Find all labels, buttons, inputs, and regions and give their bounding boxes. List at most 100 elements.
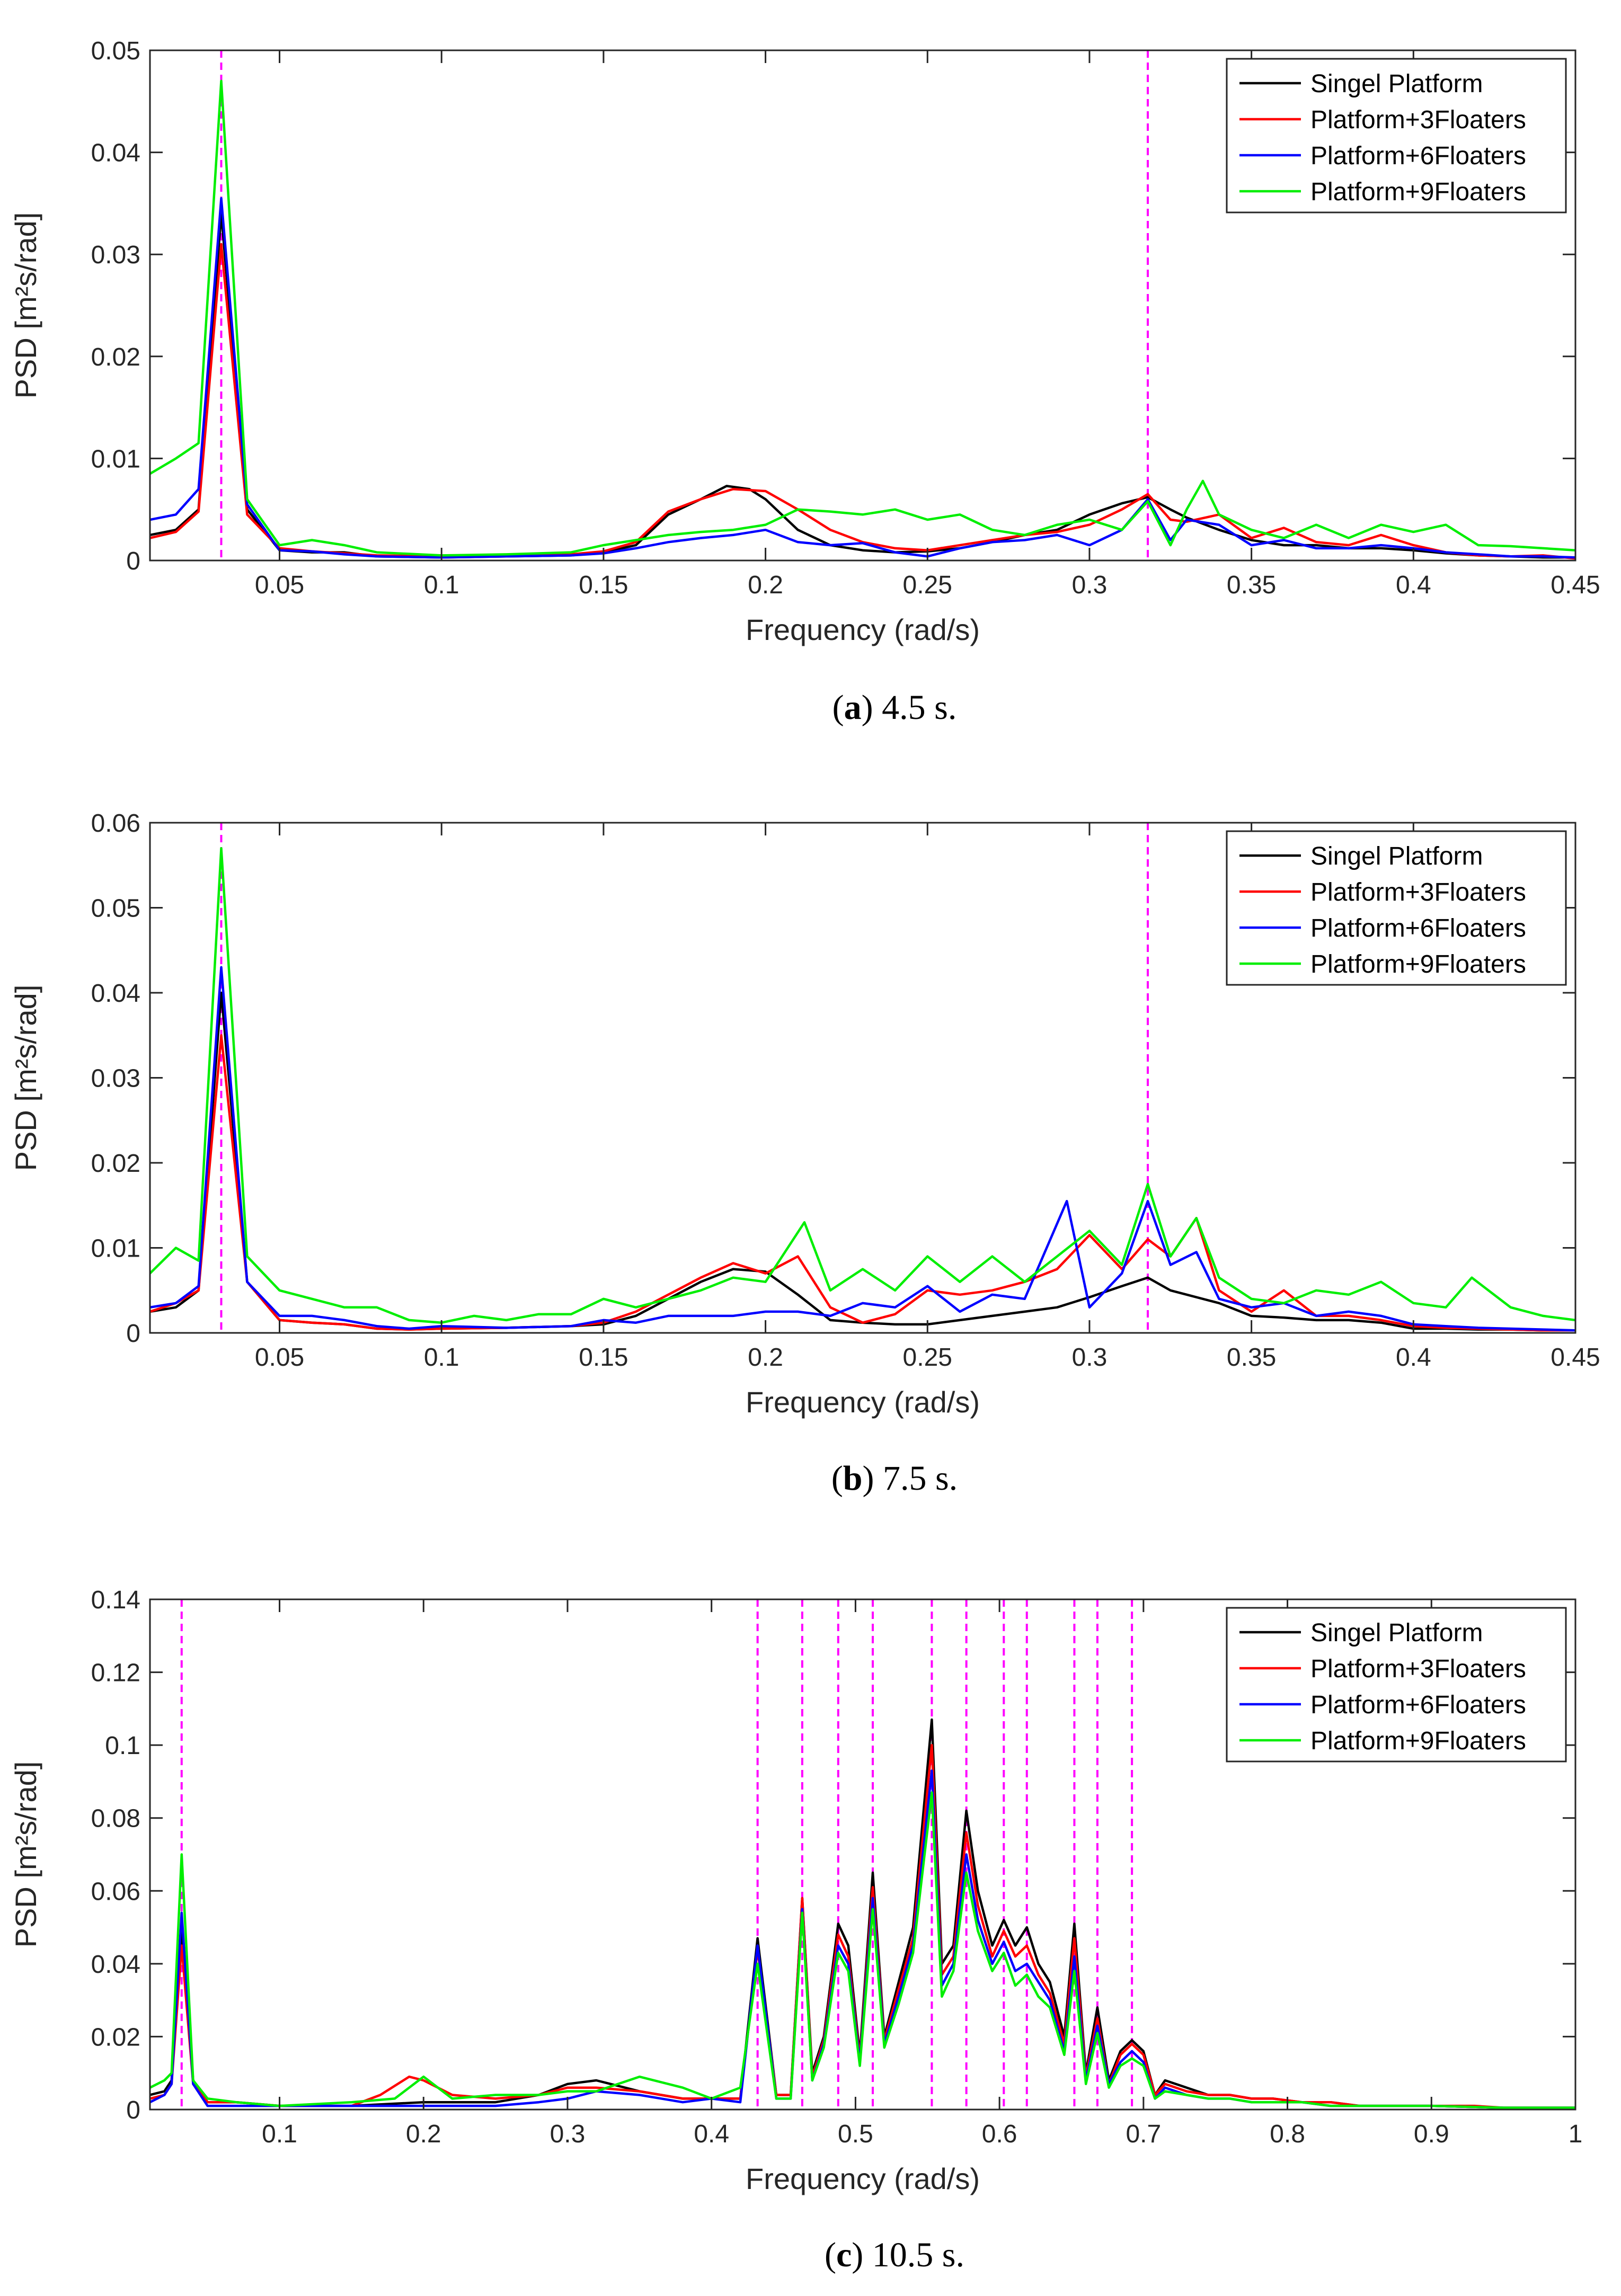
y-tick-label: 0 [126,2096,140,2124]
legend-label: Singel Platform [1310,842,1483,870]
y-tick-label: 0.06 [91,809,140,838]
panel-caption: (a) 4.5 s. [832,688,957,727]
y-tick-label: 0 [126,1320,140,1348]
y-tick-label: 0.03 [91,241,140,269]
x-tick-label: 0.05 [255,571,304,599]
x-tick-label: 0.2 [748,1343,783,1372]
legend-label: Platform+6Floaters [1310,914,1526,942]
panel-caption: (c) 10.5 s. [825,2236,964,2274]
x-tick-label: 0.15 [579,571,628,599]
panels: 0.05 0.1 0.15 0.2 0.25 0.3 0.35 0.4 0.45 0 0.01 0.0… [9,37,1600,2274]
y-tick-label: 0.01 [91,1235,140,1263]
y-tick-label: 0.02 [91,2023,140,2051]
caption-letter: c [836,2236,852,2274]
x-tick-label: 0.1 [424,1343,459,1372]
legend-label: Singel Platform [1310,1619,1483,1647]
chart-panel-c: 0.1 0.2 0.3 0.4 0.5 0.6 0.7 0.8 0.9 1 0 0.02 0.04 0.0… [9,1586,1582,2274]
x-tick-label: 0.1 [424,571,459,599]
caption-letter: b [843,1459,863,1498]
y-tick-label: 0 [126,547,140,575]
legend: Singel Platform Platform+3Floaters Platfor… [1226,58,1567,213]
x-tick-label: 0.4 [694,2120,729,2148]
legend-label: Platform+6Floaters [1310,1691,1526,1719]
y-tick-label: 0.14 [91,1586,140,1614]
x-tick-label: 0.25 [903,1343,952,1372]
x-tick-label: 0.3 [1072,1343,1108,1372]
y-tick-label: 0.02 [91,343,140,371]
x-tick-label: 0.45 [1551,1343,1600,1372]
x-axis-label: Frequency (rad/s) [746,1385,980,1419]
y-axis-label: PSD [m²s/rad] [9,212,42,399]
y-tick-label: 0.01 [91,445,140,473]
series-group [150,847,1575,1332]
y-tick-label: 0.1 [105,1732,140,1760]
y-axis-label: PSD [m²s/rad] [9,985,42,1171]
legend-label: Singel Platform [1310,70,1483,98]
x-tick-label: 0.9 [1414,2120,1449,2148]
caption-open-paren: ( [832,688,844,727]
x-tick-label: 0.45 [1551,571,1600,599]
legend-box [1226,58,1567,213]
caption-close-paren: ) [862,688,882,727]
x-axis-label: Frequency (rad/s) [746,613,980,646]
series-line-platform-6floaters [150,966,1575,1332]
series-group [150,1718,1575,2109]
legend-box [1226,1607,1567,1763]
x-tick-label: 0.05 [255,1343,304,1372]
x-tick-label: 0.4 [1396,571,1431,599]
caption-letter: a [844,688,862,727]
legend-label: Platform+3Floaters [1310,106,1526,134]
legend-label: Platform+3Floaters [1310,1655,1526,1683]
legend-label: Platform+9Floaters [1310,950,1526,978]
y-tick-label: 0.04 [91,980,140,1008]
x-tick-label: 0.3 [550,2120,586,2148]
y-tick-label: 0.03 [91,1065,140,1093]
y-tick-label: 0.02 [91,1150,140,1178]
y-tick-label: 0.06 [91,1877,140,1906]
series-line-platform-9floaters [150,1791,1575,2109]
legend-label: Platform+9Floaters [1310,1727,1526,1755]
x-tick-label: 0.15 [579,1343,628,1372]
caption-close-paren: ) [852,2236,872,2274]
x-tick-label: 0.3 [1072,571,1108,599]
caption-close-paren: ) [863,1459,883,1498]
axes-box [149,1598,1576,2111]
x-tick-label: 0.2 [748,571,783,599]
x-tick-label: 0.1 [262,2120,297,2148]
legend-box [1226,830,1567,986]
x-tick-label: 0.6 [982,2120,1017,2148]
caption-text: 10.5 s. [872,2236,964,2274]
panel-caption: (b) 7.5 s. [831,1459,958,1498]
y-tick-label: 0.08 [91,1805,140,1833]
x-tick-label: 0.7 [1126,2120,1161,2148]
series-line-platform-9floaters [150,847,1575,1324]
series-group [150,79,1575,560]
y-tick-label: 0.05 [91,37,140,65]
legend-label: Platform+3Floaters [1310,878,1526,906]
x-tick-label: 0.4 [1396,1343,1431,1372]
caption-text: 7.5 s. [883,1459,958,1498]
legend: Singel Platform Platform+3Floaters Platfor… [1226,1607,1567,1763]
series-line-platform-9floaters [150,79,1575,557]
y-tick-label: 0.12 [91,1659,140,1687]
x-tick-label: 0.5 [838,2120,873,2148]
x-tick-label: 0.35 [1227,1343,1276,1372]
x-tick-label: 0.8 [1270,2120,1305,2148]
caption-open-paren: ( [831,1459,843,1498]
legend-label: Platform+9Floaters [1310,178,1526,206]
chart-panel-b: 0.05 0.1 0.15 0.2 0.25 0.3 0.35 0.4 0.45 0 0.01 0.0… [9,809,1600,1498]
y-tick-label: 0.04 [91,139,140,167]
legend: Singel Platform Platform+3Floaters Platfor… [1226,830,1567,986]
x-tick-label: 0.25 [903,571,952,599]
caption-text: 4.5 s. [882,688,956,727]
series-line-platform-3floaters [150,1743,1575,2109]
legend-label: Platform+6Floaters [1310,142,1526,170]
y-tick-label: 0.05 [91,895,140,923]
x-axis-label: Frequency (rad/s) [746,2162,980,2195]
x-tick-label: 1 [1569,2120,1583,2148]
series-line-platform-3floaters [150,1034,1575,1332]
y-axis-label: PSD [m²s/rad] [9,1761,42,1948]
axes-box [149,49,1576,562]
x-tick-label: 0.35 [1227,571,1276,599]
